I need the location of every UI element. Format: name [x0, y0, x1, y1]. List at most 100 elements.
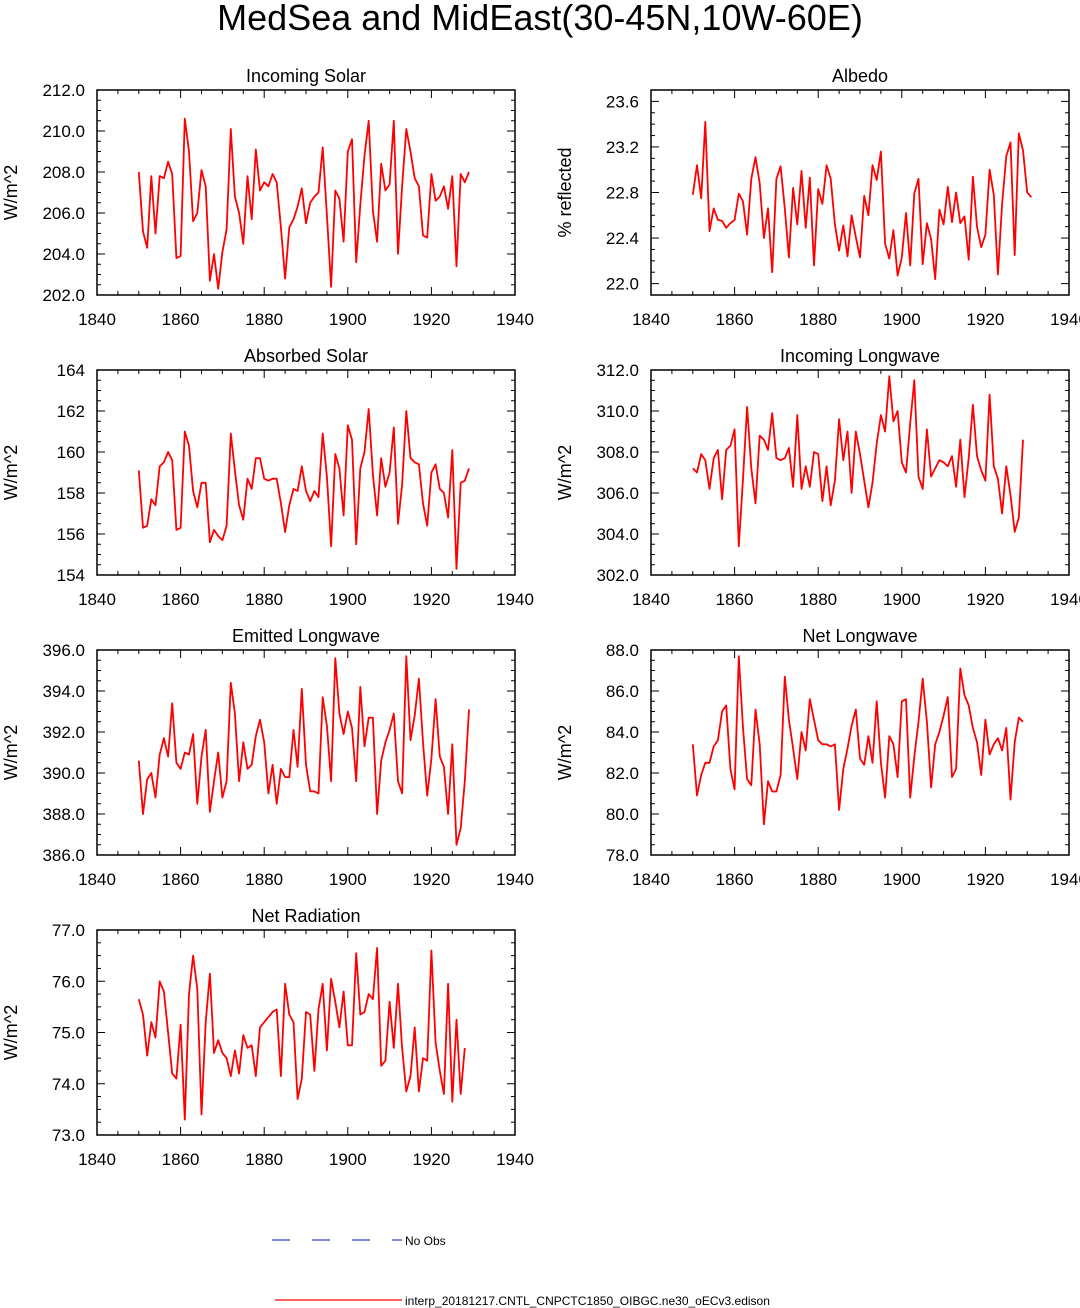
x-tick-label: 1880 [245, 870, 283, 889]
y-tick-label: 75.0 [52, 1024, 85, 1043]
y-axis-label: % reflected [555, 147, 575, 237]
x-tick-label: 1900 [883, 870, 921, 889]
y-tick-label: 390.0 [42, 764, 85, 783]
plot-frame [96, 929, 516, 1136]
x-tick-label: 1880 [245, 310, 283, 329]
y-tick-label: 312.0 [596, 361, 639, 380]
series-line-model [692, 375, 1024, 548]
x-tick-label: 1860 [716, 310, 754, 329]
x-tick-label: 1900 [329, 590, 367, 609]
y-tick-label: 86.0 [606, 682, 639, 701]
legend-model-label: interp_20181217.CNTL_CNPCTC1850_OIBGC.ne… [405, 1294, 770, 1308]
panel-title: Albedo [832, 66, 888, 86]
panel-net-radiation: Net Radiation W/m^2 1840 1860 1880 1900 1920 19… [1, 906, 534, 1169]
legend-obs-label: No Obs [405, 1234, 446, 1248]
y-tick-label: 204.0 [42, 245, 85, 264]
y-tick-label: 302.0 [596, 566, 639, 585]
panel-albedo: Albedo % reflected 1840 1860 1880 1900 1920 194… [555, 66, 1080, 329]
y-tick-label: 80.0 [606, 805, 639, 824]
x-tick-label: 1940 [1050, 870, 1080, 889]
panel-emitted-longwave: Emitted Longwave W/m^2 1840 1860 1880 1900 192… [1, 626, 534, 889]
series-line-model [691, 121, 1033, 281]
panel-title: Emitted Longwave [232, 626, 380, 646]
x-tick-label: 1840 [632, 870, 670, 889]
panel-absorbed-solar: Absorbed Solar W/m^2 1840 1860 1880 1900 1920 1… [1, 346, 534, 609]
panel-title: Incoming Longwave [780, 346, 940, 366]
y-tick-label: 78.0 [606, 846, 639, 865]
x-tick-label: 1860 [162, 870, 200, 889]
y-tick-label: 22.4 [606, 229, 639, 248]
y-tick-label: 74.0 [52, 1075, 85, 1094]
y-tick-label: 212.0 [42, 81, 85, 100]
x-tick-label: 1940 [496, 870, 534, 889]
x-tick-label: 1940 [1050, 590, 1080, 609]
series-line-model [137, 947, 466, 1121]
x-tick-label: 1900 [329, 870, 367, 889]
series-line-model [137, 655, 470, 846]
x-tick-label: 1940 [1050, 310, 1080, 329]
y-tick-label: 158 [57, 484, 85, 503]
y-tick-label: 88.0 [606, 641, 639, 660]
panel-title: Net Longwave [802, 626, 917, 646]
panel-incoming-longwave: Incoming Longwave W/m^2 1840 1860 1880 1900 19… [555, 346, 1080, 609]
x-tick-label: 1840 [632, 590, 670, 609]
y-tick-label: 84.0 [606, 723, 639, 742]
x-tick-label: 1860 [162, 310, 200, 329]
x-tick-label: 1840 [78, 1150, 116, 1169]
y-axis-label: W/m^2 [555, 725, 575, 780]
y-tick-label: 310.0 [596, 402, 639, 421]
y-tick-label: 210.0 [42, 122, 85, 141]
x-tick-label: 1880 [245, 590, 283, 609]
y-tick-label: 77.0 [52, 921, 85, 940]
y-tick-label: 304.0 [596, 525, 639, 544]
y-tick-label: 306.0 [596, 484, 639, 503]
x-tick-label: 1940 [496, 590, 534, 609]
x-tick-label: 1920 [412, 1150, 450, 1169]
y-tick-label: 308.0 [596, 443, 639, 462]
y-tick-label: 22.0 [606, 275, 639, 294]
y-tick-label: 208.0 [42, 163, 85, 182]
y-tick-label: 156 [57, 525, 85, 544]
x-tick-label: 1920 [966, 310, 1004, 329]
x-tick-label: 1920 [966, 870, 1004, 889]
y-tick-label: 202.0 [42, 286, 85, 305]
y-tick-label: 154 [57, 566, 85, 585]
panel-title: Net Radiation [251, 906, 360, 926]
x-tick-label: 1860 [162, 590, 200, 609]
x-tick-label: 1920 [412, 870, 450, 889]
x-tick-label: 1840 [78, 310, 116, 329]
y-axis-label: W/m^2 [1, 445, 21, 500]
panels-group: Incoming Solar W/m^2 1840 1860 1880 1900 1920 1… [1, 66, 1080, 1169]
panel-net-longwave: Net Longwave W/m^2 1840 1860 1880 1900 1920 194… [555, 626, 1080, 889]
panel-title: Incoming Solar [246, 66, 366, 86]
y-tick-label: 82.0 [606, 764, 639, 783]
y-tick-label: 160 [57, 443, 85, 462]
y-tick-label: 23.2 [606, 138, 639, 157]
y-axis-label: W/m^2 [555, 445, 575, 500]
x-tick-label: 1900 [329, 310, 367, 329]
y-tick-label: 162 [57, 402, 85, 421]
y-tick-label: 23.6 [606, 92, 639, 111]
x-tick-label: 1940 [496, 310, 534, 329]
y-axis-label: W/m^2 [1, 165, 21, 220]
x-tick-label: 1880 [799, 590, 837, 609]
x-tick-label: 1880 [799, 310, 837, 329]
x-tick-label: 1880 [245, 1150, 283, 1169]
y-axis-label: W/m^2 [1, 1005, 21, 1060]
legend: No Obs interp_20181217.CNTL_CNPCTC1850_O… [272, 1234, 770, 1308]
x-tick-label: 1860 [716, 870, 754, 889]
x-tick-label: 1860 [162, 1150, 200, 1169]
y-tick-label: 396.0 [42, 641, 85, 660]
y-axis-label: W/m^2 [1, 725, 21, 780]
series-line-model [137, 117, 470, 290]
figure-title: MedSea and MidEast(30-45N,10W-60E) [217, 0, 863, 38]
x-tick-label: 1900 [329, 1150, 367, 1169]
x-tick-label: 1920 [412, 590, 450, 609]
plot-frame [650, 89, 1070, 296]
x-tick-label: 1920 [412, 310, 450, 329]
x-tick-label: 1920 [966, 590, 1004, 609]
y-tick-label: 394.0 [42, 682, 85, 701]
y-tick-label: 164 [57, 361, 85, 380]
y-tick-label: 206.0 [42, 204, 85, 223]
series-line-model [691, 655, 1024, 826]
